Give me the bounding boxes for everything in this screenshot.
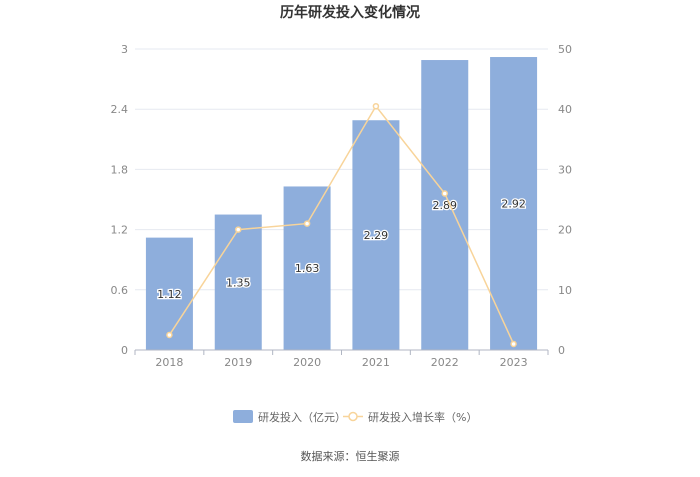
bar-data-label: 1.35 [226, 276, 251, 289]
line-series [166, 102, 517, 348]
y-left-tick-label: 0.6 [111, 284, 129, 297]
bar-data-label: 2.92 [501, 198, 526, 211]
bar-data-label: 2.29 [364, 229, 389, 242]
y-left-tick-label: 2.4 [111, 103, 129, 116]
y-right-tick-label: 10 [558, 284, 572, 297]
legend-bar-swatch [233, 410, 253, 423]
bar[interactable] [283, 186, 331, 350]
bar-data-labels: 1.12 1.35 1.63 2.29 2.89 2.92 [156, 196, 527, 302]
line-point[interactable] [303, 220, 311, 227]
x-tick-label: 2022 [431, 356, 459, 369]
x-axis: 2018 2019 2020 2021 2022 2023 [134, 349, 549, 369]
y-right-tick-label: 40 [558, 103, 572, 116]
y-right-tick-label: 50 [558, 43, 572, 56]
y-right-tick-label: 30 [558, 163, 572, 176]
y-axis-left: 0 0.6 1.2 1.8 2.4 3 [111, 43, 129, 357]
line-point[interactable] [510, 340, 517, 348]
y-left-tick-label: 1.8 [111, 163, 129, 176]
x-tick-label: 2021 [362, 356, 390, 369]
growth-line [168, 104, 515, 345]
chart-title: 历年研发投入变化情况 [280, 4, 420, 21]
bar-series [145, 57, 538, 350]
grid-lines [135, 48, 548, 351]
bar[interactable] [490, 57, 538, 350]
line-point[interactable] [166, 331, 173, 339]
line-point[interactable] [441, 190, 448, 197]
legend-line-label: 研发投入增长率（%） [368, 410, 477, 424]
y-right-tick-label: 0 [558, 344, 565, 357]
line-point[interactable] [235, 226, 242, 233]
x-tick-label: 2020 [293, 356, 321, 369]
bar[interactable] [145, 237, 193, 350]
x-tick-label: 2018 [155, 356, 183, 369]
y-left-tick-label: 1.2 [111, 224, 129, 237]
bar-data-label: 2.89 [433, 199, 458, 212]
y-right-tick-label: 20 [558, 224, 572, 237]
y-left-tick-label: 3 [121, 43, 128, 56]
bar-data-label: 1.12 [157, 288, 182, 301]
bar[interactable] [421, 60, 469, 350]
y-axis-right: 0 10 20 30 40 50 [558, 43, 572, 357]
bar[interactable] [352, 120, 400, 350]
legend-bar-label: 研发投入（亿元） [258, 410, 346, 424]
x-tick-label: 2019 [224, 356, 252, 369]
legend[interactable]: 研发投入（亿元） 研发投入增长率（%） [233, 410, 477, 424]
source-note: 数据来源：恒生聚源 [301, 449, 400, 463]
line-point[interactable] [372, 102, 380, 110]
y-left-tick-label: 0 [121, 344, 128, 357]
bar[interactable] [214, 214, 262, 350]
legend-line-marker [348, 411, 358, 422]
bar-data-label: 1.63 [295, 262, 320, 275]
x-tick-label: 2023 [500, 356, 528, 369]
